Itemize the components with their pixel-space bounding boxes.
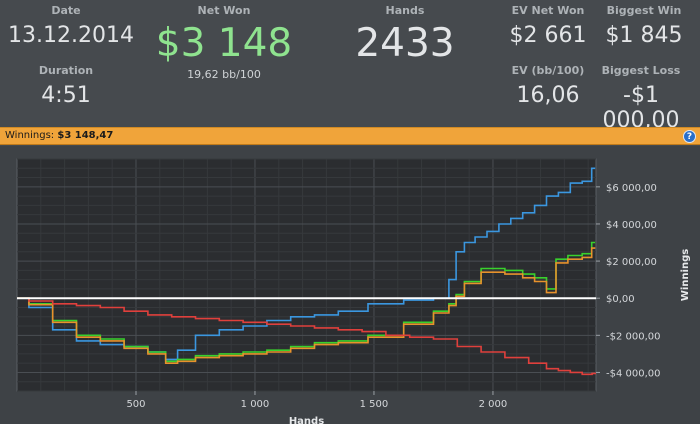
chart-series [17,167,596,376]
ev-bb100-stat: EV (bb/100) 16,06 [506,64,590,108]
series-line-1 [17,241,596,363]
biggest-loss-stat: Biggest Loss -$1 000,00 [586,64,696,133]
date-stat: Date 13.12.2014 [8,4,134,48]
y-tick-label: $0,00 [606,294,635,305]
x-tick-label: 1 500 [360,399,389,410]
biggest-win-label: Biggest Win [606,4,682,17]
winnings-chart: 500 1 000 1 500 2 000 $6 000,00 $4 000,00 $2 0… [0,146,700,424]
x-tick-label: 2 000 [479,399,508,410]
biggest-win-value: $1 845 [605,23,683,48]
hands-stat: Hands 2433 [340,4,470,66]
winnings-bar-label: Winnings: [5,130,55,141]
date-value: 13.12.2014 [8,23,134,48]
ev-bb100-value: 16,06 [516,83,580,108]
biggest-loss-label: Biggest Loss [601,64,681,77]
duration-stat: Duration 4:51 [8,64,124,108]
y-tick-label: -$2 000,00 [606,331,661,342]
winnings-chart-svg: 500 1 000 1 500 2 000 $6 000,00 $4 000,00 $2 0… [16,158,691,424]
biggest-loss-value: -$1 000,00 [602,83,680,133]
x-axis-label: Hands [289,416,324,424]
duration-label: Duration [38,64,94,77]
series-line-3 [17,297,596,376]
ev-bb100-label: EV (bb/100) [511,64,585,77]
ev-net-won-value: $2 661 [509,23,587,48]
series-line-2 [17,247,596,364]
x-tick-label: 500 [126,399,145,410]
x-tick-label: 1 000 [241,399,270,410]
hands-value: 2433 [355,21,455,66]
y-tick-label: $6 000,00 [606,183,657,194]
date-label: Date [51,4,81,17]
chart-grid [17,158,596,392]
plot-area [16,158,597,392]
ev-net-won-stat: EV Net Won $2 661 [506,4,590,48]
help-icon[interactable]: ? [683,130,696,143]
y-tick-label: -$4 000,00 [606,368,661,379]
ev-net-won-label: EV Net Won [511,4,585,17]
net-won-bb100: 19,62 bb/100 [187,67,261,81]
net-won-stat: Net Won $3 148 19,62 bb/100 [152,4,296,81]
y-tick-label: $4 000,00 [606,220,657,231]
duration-value: 4:51 [41,83,91,108]
y-tick-label: $2 000,00 [606,257,657,268]
net-won-value: $3 148 [155,21,293,66]
winnings-bar-value: $3 148,47 [57,130,114,141]
y-axis-label: Winnings [680,249,691,301]
net-won-label: Net Won [197,4,251,17]
hands-label: Hands [385,4,425,17]
stats-panel: Date 13.12.2014 Duration 4:51 Net Won $3… [0,0,700,133]
chart-ticks: 500 1 000 1 500 2 000 $6 000,00 $4 000,00 $2 0… [126,183,660,410]
biggest-win-stat: Biggest Win $1 845 [596,4,692,48]
winnings-bar: Winnings: $3 148,47 ? [0,127,700,145]
